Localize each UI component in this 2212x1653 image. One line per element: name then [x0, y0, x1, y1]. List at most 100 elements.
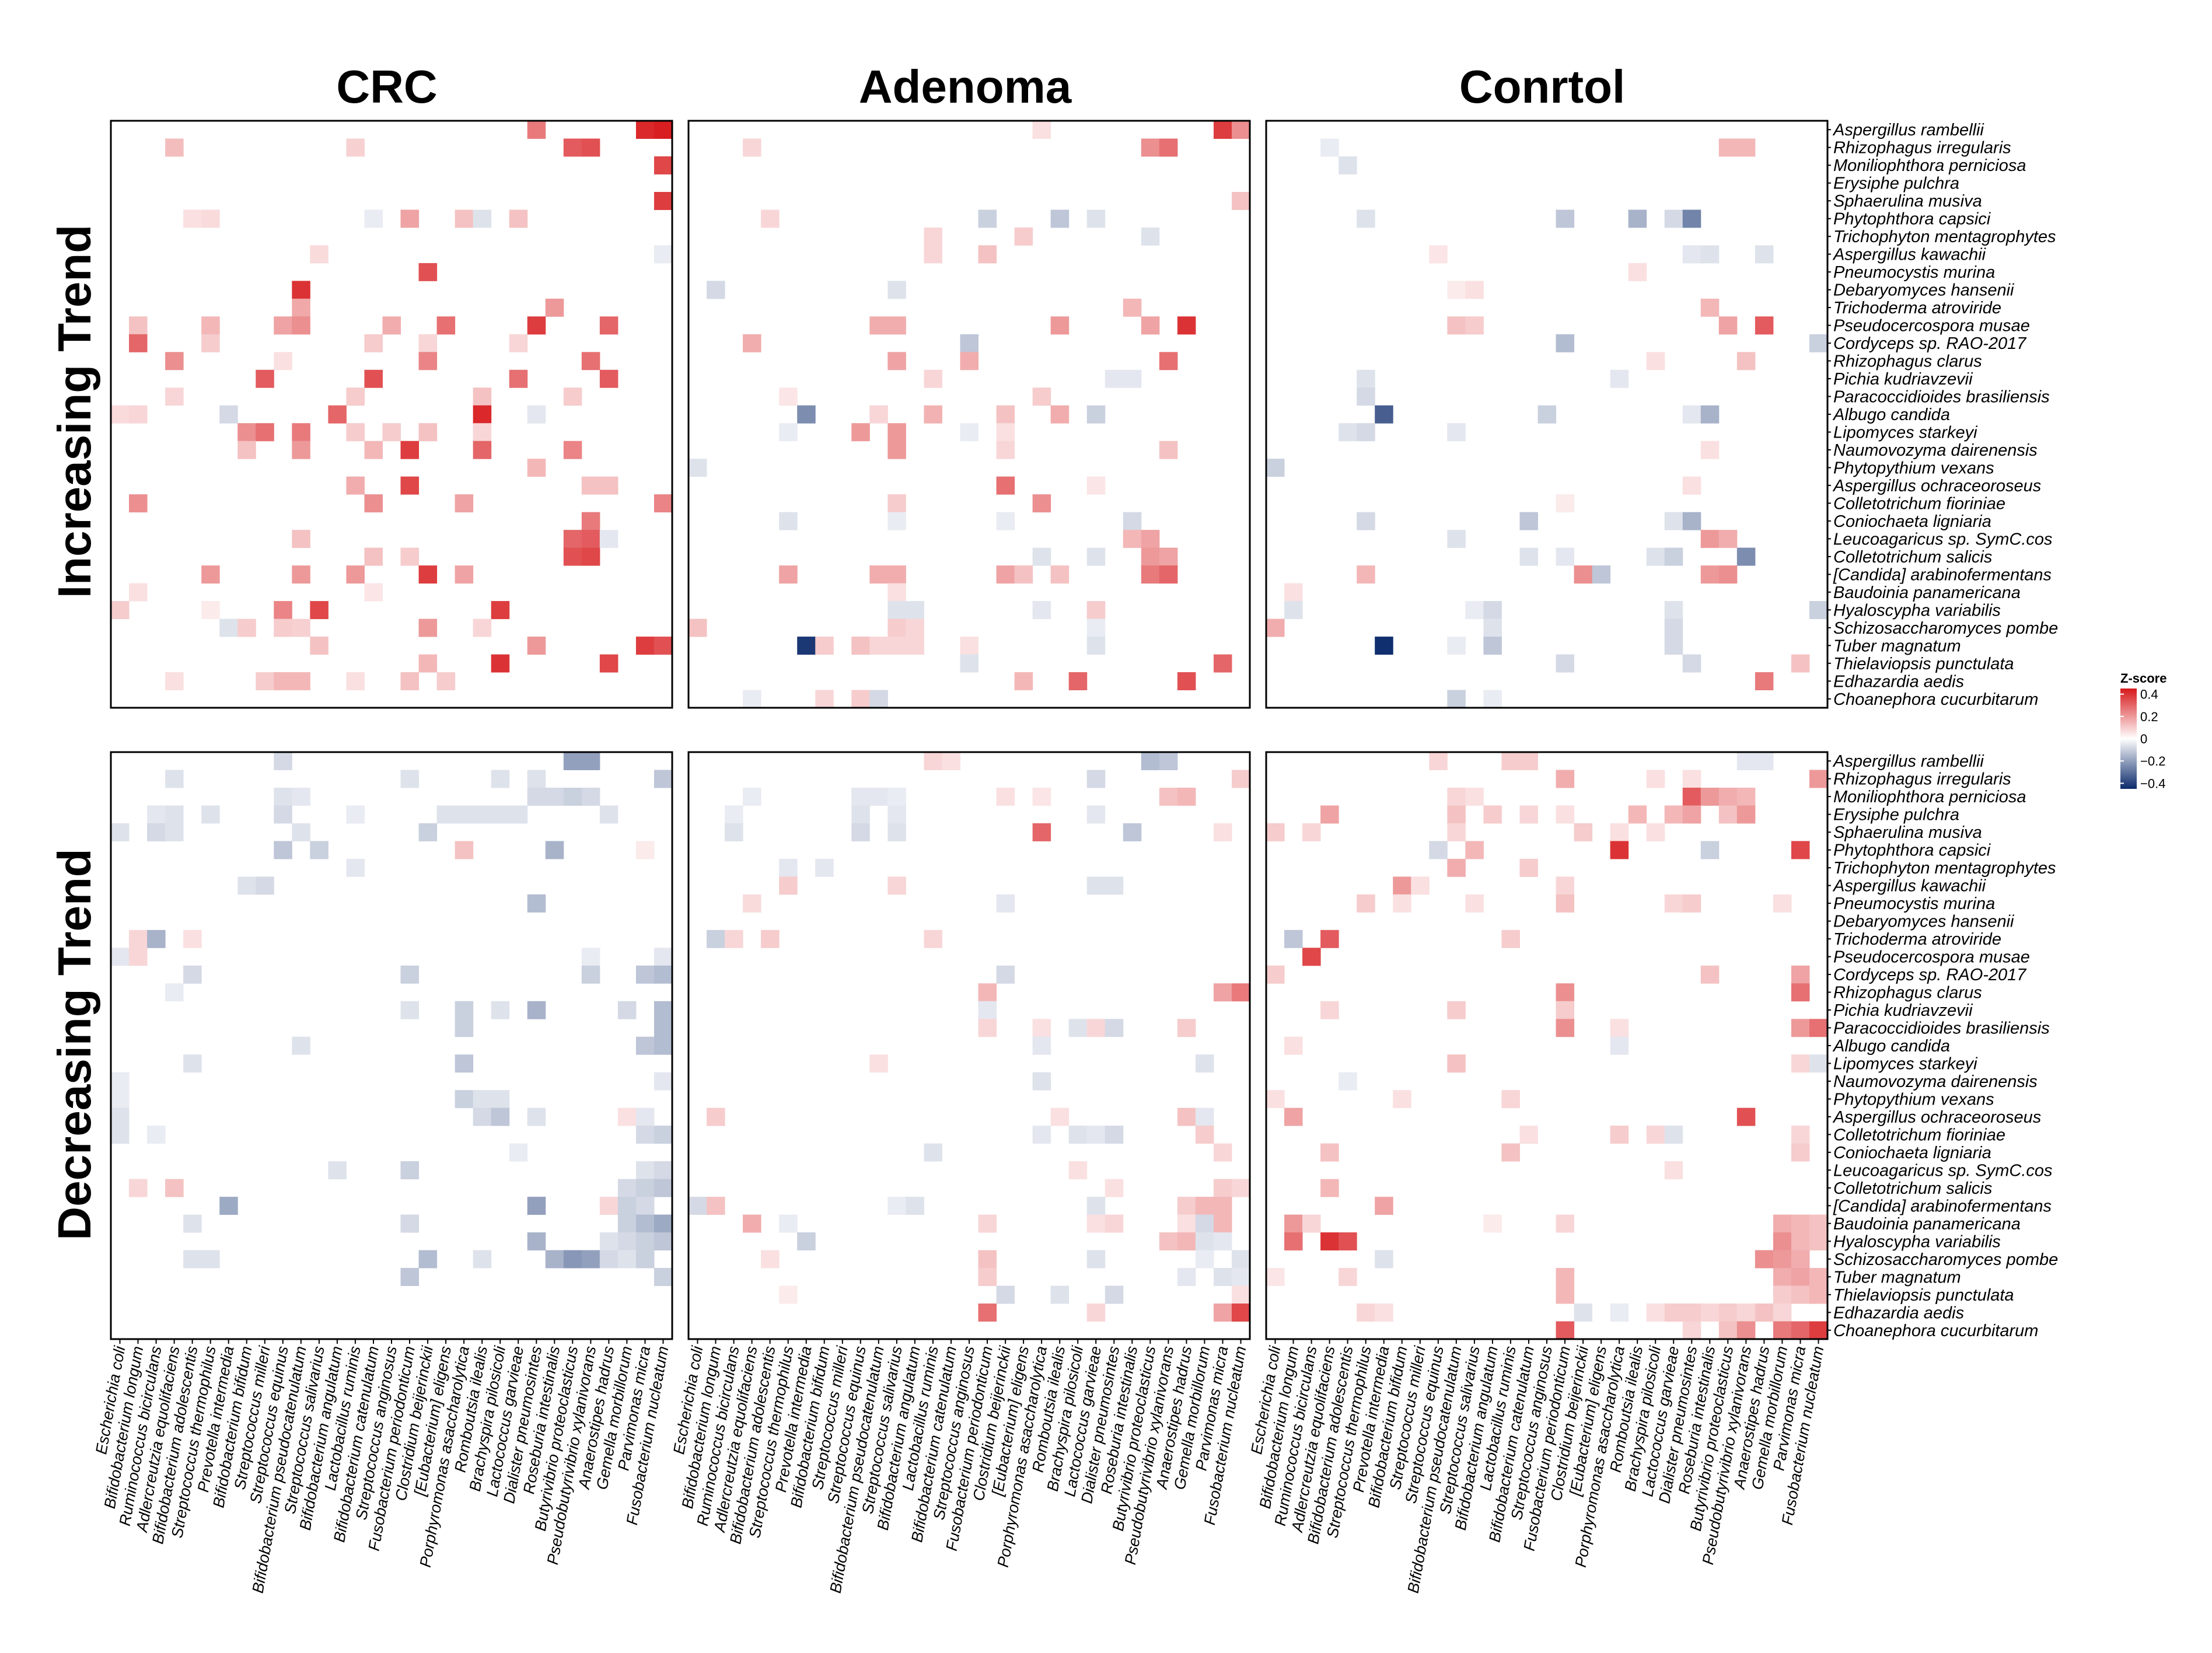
- heatmap-cell: [274, 841, 292, 859]
- heatmap-cell: [924, 369, 942, 388]
- column-title-adenoma: Adenoma: [859, 61, 1072, 113]
- heatmap-cell: [1664, 1126, 1683, 1144]
- heatmap-cell: [869, 316, 888, 335]
- heatmap-cell: [1320, 1232, 1339, 1251]
- heatmap-cell: [292, 281, 310, 299]
- heatmap-cell: [1357, 369, 1375, 388]
- heatmap-cell: [183, 965, 202, 984]
- heatmap-cell: [1159, 441, 1178, 459]
- heatmap-cell: [1141, 565, 1160, 584]
- heatmap-cell: [978, 1001, 997, 1019]
- heatmap-cell: [1664, 209, 1683, 228]
- heatmap-cell: [400, 770, 420, 788]
- heatmap-cell: [635, 637, 655, 655]
- heatmap-cell: [1339, 1232, 1357, 1251]
- heatmap-cell: [1791, 1285, 1810, 1304]
- heatmap-cell: [436, 672, 456, 691]
- heatmap-cell: [129, 334, 148, 352]
- heatmap-cell: [509, 1143, 528, 1162]
- heatmap-cell: [654, 1268, 673, 1287]
- heatmap-cell: [563, 1250, 582, 1268]
- heatmap-cell: [1610, 1303, 1629, 1322]
- y-tick-label: Colletotrichum fioriniae: [1833, 494, 2005, 513]
- heatmap-cell: [1231, 1268, 1250, 1287]
- heatmap-cell: [1791, 1268, 1810, 1287]
- heatmap-cell: [1519, 858, 1538, 877]
- heatmap-cell: [1266, 459, 1285, 477]
- heatmap-cell: [851, 423, 870, 442]
- heatmap-cell: [581, 1250, 600, 1268]
- heatmap-cell: [906, 1197, 924, 1215]
- heatmap-cell: [1682, 209, 1701, 228]
- heatmap-cell: [1086, 1214, 1106, 1233]
- heatmap-cell: [1231, 983, 1250, 1002]
- y-tick-label: Cordyceps sp. RAO-2017: [1833, 966, 2027, 984]
- heatmap-cell: [779, 876, 798, 895]
- heatmap-cell: [328, 1161, 347, 1180]
- panel-increasing-2: [1265, 120, 1829, 709]
- heatmap-cell: [292, 618, 310, 637]
- heatmap-cell: [1556, 876, 1575, 895]
- heatmap-cell: [978, 1303, 997, 1322]
- heatmap-cell: [654, 494, 673, 513]
- heatmap-cell: [581, 530, 600, 548]
- y-tick-label: Albugo candida: [1832, 406, 1950, 424]
- heatmap-cell: [1447, 316, 1466, 335]
- heatmap-cell: [887, 805, 906, 824]
- heatmap-cell: [455, 805, 474, 824]
- panel-background: [111, 752, 672, 1339]
- heatmap-cell: [1483, 601, 1502, 620]
- heatmap-cell: [1032, 1072, 1051, 1091]
- heatmap-cell: [851, 690, 870, 708]
- y-tick-label: [Candida] arabinofermentans: [1833, 565, 2052, 584]
- heatmap-cell: [219, 405, 238, 424]
- heatmap-cell: [527, 770, 546, 788]
- heatmap-cell: [635, 1036, 655, 1055]
- heatmap-cell: [165, 1179, 184, 1197]
- heatmap-cell: [1718, 1303, 1738, 1322]
- y-tick-label: [Candida] arabinofermentans: [1833, 1197, 2052, 1215]
- heatmap-cell: [635, 965, 655, 984]
- heatmap-cell: [599, 530, 618, 548]
- heatmap-cell: [1700, 298, 1720, 317]
- heatmap-cell: [761, 209, 780, 228]
- heatmap-cell: [1447, 787, 1466, 806]
- y-tick-label: Trichoderma atroviride: [1833, 299, 2001, 317]
- heatmap-cell: [418, 263, 438, 281]
- heatmap-cell: [1682, 787, 1701, 806]
- heatmap-cell: [743, 894, 761, 913]
- heatmap-cell: [1465, 601, 1484, 620]
- heatmap-cell: [201, 334, 220, 352]
- y-tick-label: Tuber magnatum: [1833, 1268, 1961, 1287]
- heatmap-cell: [1086, 476, 1106, 495]
- heatmap-cell: [1123, 512, 1142, 530]
- heatmap-cell: [473, 441, 492, 459]
- y-tick-label: Thielaviopsis punctulata: [1833, 1286, 2014, 1305]
- heatmap-cell: [1556, 494, 1575, 513]
- heatmap-cell: [869, 405, 888, 424]
- heatmap-cell: [1284, 601, 1303, 620]
- heatmap-cell: [887, 423, 906, 442]
- heatmap-cell: [1519, 752, 1538, 770]
- heatmap-cell: [165, 352, 184, 371]
- heatmap-cell: [654, 770, 673, 788]
- heatmap-cell: [581, 752, 600, 770]
- heatmap-cell: [346, 387, 365, 406]
- heatmap-cell: [1628, 209, 1647, 228]
- heatmap-cell: [1773, 1303, 1792, 1322]
- heatmap-cell: [219, 1197, 238, 1215]
- heatmap-cell: [147, 805, 166, 824]
- heatmap-cell: [996, 565, 1015, 584]
- heatmap-cell: [1014, 672, 1033, 691]
- heatmap-cell: [707, 1107, 725, 1126]
- heatmap-cell: [1086, 805, 1106, 824]
- heatmap-cell: [1105, 1019, 1124, 1037]
- heatmap-cell: [1556, 1001, 1575, 1019]
- y-tick-label: Leucoagaricus sp. SymC.cos: [1833, 530, 2053, 548]
- heatmap-cell: [274, 752, 292, 770]
- heatmap-cell: [491, 1107, 510, 1126]
- heatmap-cell: [1809, 1232, 1828, 1251]
- heatmap-cell: [563, 547, 582, 566]
- heatmap-cell: [1141, 316, 1160, 335]
- heatmap-cell: [1736, 547, 1756, 566]
